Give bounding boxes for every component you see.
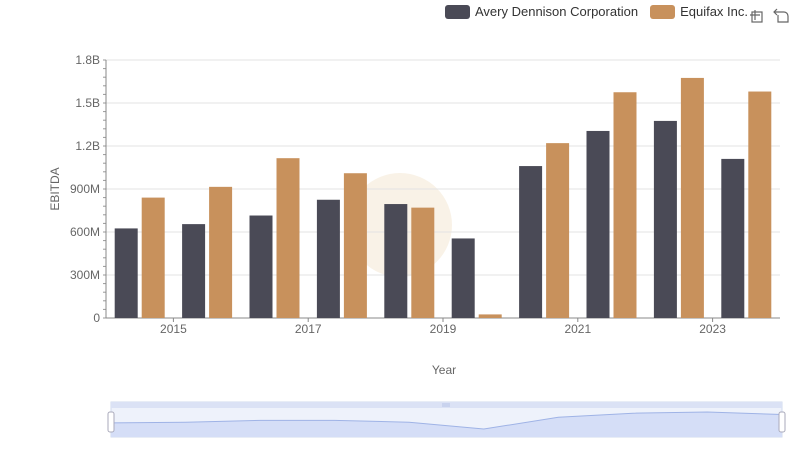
zoom-icon[interactable] <box>746 6 764 24</box>
data-zoom-slider[interactable] <box>107 401 786 438</box>
bar-equifax-2016[interactable] <box>276 158 300 318</box>
bar-avery-2020[interactable] <box>519 166 543 318</box>
zoom-area <box>111 412 782 437</box>
bar-avery-2021[interactable] <box>586 130 610 318</box>
bar-avery-2018[interactable] <box>384 204 408 318</box>
restore-icon[interactable] <box>772 6 790 24</box>
y-tick-label: 900M <box>70 182 100 196</box>
legend: Avery Dennison Corporation Equifax Inc. <box>444 4 748 19</box>
x-tick-label: 2023 <box>699 322 726 336</box>
legend-swatch-avery <box>444 4 470 19</box>
legend-label-avery: Avery Dennison Corporation <box>474 4 639 19</box>
bar-equifax-2019[interactable] <box>478 314 502 318</box>
grid <box>106 59 780 319</box>
bar-avery-2019[interactable] <box>451 238 475 318</box>
y-axis-title: EBITDA <box>48 167 62 210</box>
bar-equifax-2023[interactable] <box>748 91 772 319</box>
bar-equifax-2015[interactable] <box>209 186 233 318</box>
zoom-handle-right[interactable] <box>778 411 786 433</box>
x-tick-label: 2019 <box>430 322 457 336</box>
bar-avery-2015[interactable] <box>182 224 206 318</box>
legend-swatch-equifax <box>650 4 676 19</box>
legend-item-avery[interactable]: Avery Dennison Corporation <box>444 4 639 19</box>
y-tick-label: 1.8B <box>75 53 100 67</box>
bar-avery-2014[interactable] <box>114 228 138 318</box>
bar-avery-2022[interactable] <box>653 120 677 319</box>
bar-avery-2017[interactable] <box>316 199 340 318</box>
legend-item-equifax[interactable]: Equifax Inc. <box>650 4 748 19</box>
x-tick-label: 2015 <box>160 322 187 336</box>
bar-equifax-2020[interactable] <box>546 143 570 318</box>
y-tick-label: 1.5B <box>75 96 100 110</box>
y-tick-label: 300M <box>70 268 100 282</box>
bar-avery-2023[interactable] <box>721 158 745 318</box>
bar-equifax-2022[interactable] <box>680 77 704 319</box>
zoom-drag-grip[interactable] <box>442 403 450 407</box>
x-tick-label: 2017 <box>295 322 322 336</box>
zoom-handle-left[interactable] <box>107 411 115 433</box>
bar-equifax-2014[interactable] <box>141 197 165 318</box>
y-tick-label: 1.2B <box>75 139 100 153</box>
axes: 0 300M 600M 900M 1.2B 1.5B 1.8B 2015 2017 2019 202… <box>70 53 726 336</box>
legend-label-equifax: Equifax Inc. <box>680 4 748 19</box>
y-tick-label: 600M <box>70 225 100 239</box>
bar-equifax-2017[interactable] <box>343 173 367 318</box>
bar-equifax-2021[interactable] <box>613 92 637 318</box>
x-axis-title: Year <box>432 363 456 377</box>
bar-avery-2016[interactable] <box>249 215 273 318</box>
zoom-line <box>110 411 783 430</box>
bar-equifax-2018[interactable] <box>411 207 435 318</box>
x-tick-label: 2021 <box>564 322 591 336</box>
toolbox <box>746 6 790 24</box>
y-tick-label: 0 <box>93 311 100 325</box>
bars <box>114 77 772 319</box>
